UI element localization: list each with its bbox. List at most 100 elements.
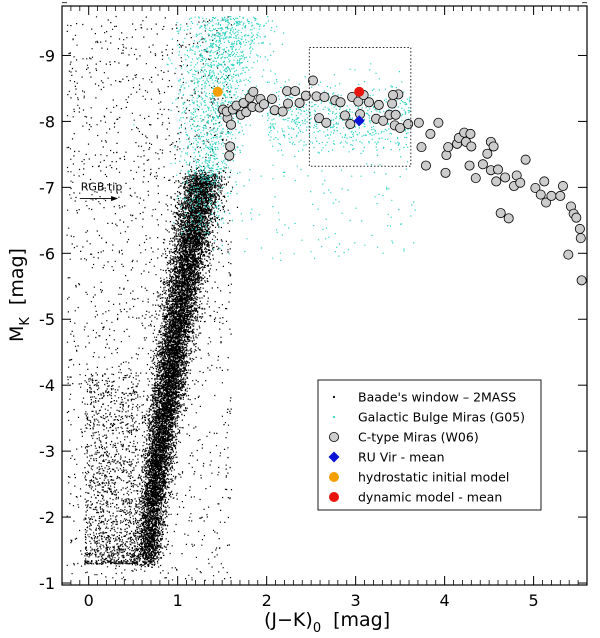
highlight-box-layer <box>308 47 412 167</box>
series-1-points <box>133 16 416 261</box>
c-mira-point <box>319 92 330 103</box>
annotation-layer: RGB tip <box>79 181 123 202</box>
c-mira-point <box>258 99 269 110</box>
hydrostatic-model-point <box>212 86 223 97</box>
c-mira-point <box>277 106 288 117</box>
legend-label: Baade's window – 2MASS <box>358 390 516 405</box>
y-tick-label: -6 <box>39 244 55 263</box>
x-tick-label: 4 <box>440 591 450 610</box>
c-mira-point <box>440 167 451 178</box>
c-mira-point <box>488 141 499 152</box>
y-axis-title: MK[mag] <box>6 248 33 342</box>
rgb-tip-label: RGB tip <box>81 181 123 194</box>
c-mira-point <box>466 141 477 152</box>
c-mira-point <box>493 164 504 175</box>
ru-vir-mean-point <box>353 115 365 127</box>
c-mira-point <box>390 109 401 120</box>
c-mira-point <box>464 160 475 171</box>
c-mira-point <box>413 117 424 128</box>
x-tick-label: 5 <box>529 591 539 610</box>
y-tick-label: -7 <box>39 178 55 197</box>
c-mira-point <box>482 148 493 159</box>
y-tick-label: -3 <box>39 442 55 461</box>
c-mira-point <box>225 141 236 152</box>
x-tick-label: 3 <box>351 591 361 610</box>
c-mira-point <box>530 183 541 194</box>
c-mira-point <box>378 115 389 126</box>
y-tick-label: -2 <box>39 508 55 527</box>
legend-dot-marker <box>332 415 336 419</box>
c-mira-point <box>314 113 325 124</box>
c-mira-point <box>353 96 364 107</box>
c-mira-point <box>520 154 531 165</box>
c-mira-point <box>557 181 568 192</box>
y-tick-label: -1 <box>39 574 55 593</box>
c-mira-point <box>339 110 350 121</box>
legend-label: hydrostatic initial model <box>358 470 509 485</box>
legend-label: Galactic Bulge Miras (G05) <box>358 410 525 425</box>
legend-circle-marker <box>329 472 339 482</box>
x-axis-title: (J−K)0 [mag] <box>264 609 390 634</box>
c-mira-point <box>335 97 346 108</box>
c-mira-point <box>491 176 502 187</box>
c-mira-point <box>515 177 526 188</box>
c-mira-point <box>403 119 414 130</box>
c-mira-point <box>416 142 427 153</box>
c-mira-point <box>574 223 585 234</box>
legend: Baade's window – 2MASS Galactic Bulge Mir… <box>317 379 542 511</box>
plot-frame <box>61 5 588 586</box>
highlight-box <box>308 47 412 167</box>
c-mira-point <box>387 98 398 109</box>
series-2-markers <box>218 75 587 286</box>
c-mira-point <box>226 119 237 130</box>
c-mira-point <box>571 212 582 223</box>
legend-diamond-marker <box>328 451 340 463</box>
legend-label: RU Vir - mean <box>358 450 445 465</box>
c-mira-point <box>465 128 476 139</box>
c-mira-point <box>495 208 506 219</box>
series-0-dots <box>66 15 239 581</box>
c-mira-point <box>443 142 454 153</box>
c-mira-point <box>563 249 574 260</box>
y-tick-label: -8 <box>39 112 55 131</box>
series-3-markers <box>353 115 365 127</box>
x-tick-label: 1 <box>173 591 183 610</box>
c-mira-point <box>500 172 511 183</box>
c-mira-point <box>425 128 436 139</box>
c-mira-point <box>300 90 311 101</box>
c-mira-point <box>373 99 384 110</box>
c-mira-point <box>290 86 301 97</box>
c-mira-point <box>248 86 259 97</box>
c-mira-point <box>345 119 356 130</box>
rgb-tip-arrow-head <box>111 195 119 202</box>
dynamic-model-point <box>354 86 365 97</box>
x-tick-label: 0 <box>84 591 94 610</box>
data-layer <box>66 15 587 581</box>
c-mira-point <box>395 122 406 133</box>
series-4-markers <box>212 86 223 97</box>
legend-box <box>317 379 542 511</box>
c-mira-point <box>539 176 550 187</box>
c-mira-point <box>224 150 235 161</box>
c-mira-point <box>575 233 586 244</box>
axis-titles: (J−K)0 [mag] MK[mag] <box>6 248 390 636</box>
c-mira-point <box>503 213 514 224</box>
c-mira-point <box>307 75 318 86</box>
c-mira-point <box>433 117 444 128</box>
c-mira-point <box>546 190 557 201</box>
c-mira-point <box>535 189 546 200</box>
legend-open-circle-marker <box>328 431 339 442</box>
c-mira-point <box>576 275 587 286</box>
c-mira-point <box>388 90 399 101</box>
c-mira-point <box>470 173 481 184</box>
series-1-dots <box>133 16 416 261</box>
legend-label: dynamic model - mean <box>358 490 502 505</box>
y-tick-label: -4 <box>39 376 55 395</box>
series-0-points <box>66 15 239 581</box>
y-tick-label: -9 <box>39 46 55 65</box>
legend-dot-marker <box>332 395 336 399</box>
series-5-markers <box>354 86 365 97</box>
c-mira-point <box>477 159 488 170</box>
